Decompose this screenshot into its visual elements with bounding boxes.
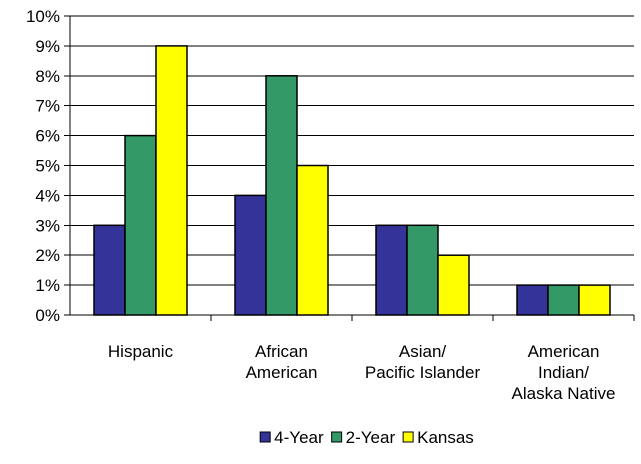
bar-4-year (234, 194, 267, 316)
y-axis-tick-labels: 0% 1% 2% 3% 4% 5% 6% 7% 8% 9% 10% (26, 7, 60, 325)
y-tick-label: 5% (35, 157, 60, 176)
legend-label: 2-Year (346, 428, 396, 447)
bar-4-year (375, 224, 408, 316)
y-tick-label: 4% (35, 186, 60, 205)
bar-2-year (406, 224, 439, 316)
legend-swatch (259, 431, 271, 443)
bar-4-year (516, 284, 549, 316)
bars (93, 45, 611, 316)
bar-2-year (265, 75, 298, 316)
legend: 4-Year 2-Year Kansas (259, 428, 474, 447)
y-tick-label: 9% (35, 37, 60, 56)
legend-swatch (402, 431, 414, 443)
bar-kansas (296, 164, 329, 316)
bar-kansas (155, 45, 188, 316)
legend-swatch (331, 431, 343, 443)
axes (64, 15, 635, 321)
x-category-label: American Indian/Alaska Native (512, 342, 616, 403)
x-category-label: Asian/Pacific Islander (365, 342, 481, 382)
y-tick-label: 8% (35, 67, 60, 86)
x-axis-category-labels: Hispanic African American Asian/Pacific Isl… (108, 342, 616, 403)
bar-2-year (124, 134, 157, 316)
y-tick-label: 2% (35, 246, 60, 265)
x-category-label: Hispanic (108, 342, 174, 361)
y-tick-label: 10% (26, 7, 60, 26)
y-tick-label: 3% (35, 216, 60, 235)
bar-kansas (578, 284, 611, 316)
bar-2-year (547, 284, 580, 316)
legend-label: Kansas (417, 428, 474, 447)
bar-4-year (93, 224, 126, 316)
y-tick-label: 0% (35, 306, 60, 325)
legend-label: 4-Year (274, 428, 324, 447)
x-category-label: African American (246, 342, 318, 382)
y-tick-label: 7% (35, 97, 60, 116)
y-tick-label: 6% (35, 127, 60, 146)
bar-kansas (437, 254, 470, 316)
y-tick-label: 1% (35, 276, 60, 295)
